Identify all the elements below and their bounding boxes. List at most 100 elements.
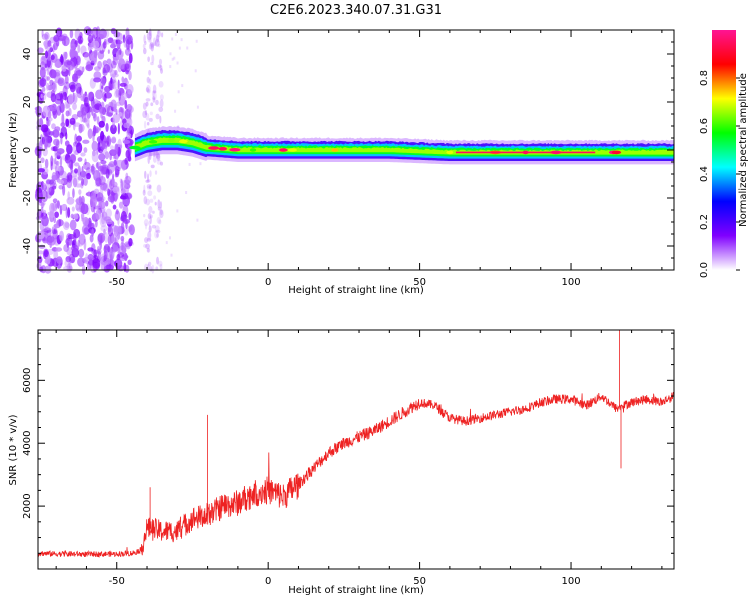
spectrogram-blob bbox=[118, 201, 124, 209]
spectrogram-blob bbox=[145, 101, 149, 107]
spectrogram-blob bbox=[105, 208, 112, 218]
spectrogram-blob bbox=[176, 209, 179, 213]
spectrogram-blob bbox=[130, 40, 134, 50]
spectrogram-blob bbox=[79, 170, 87, 178]
spectrogram-blob bbox=[55, 140, 60, 149]
colorbar-tick-label: 0.8 bbox=[699, 70, 710, 86]
spectrogram-blob bbox=[57, 77, 65, 87]
spectrogram-peak bbox=[287, 148, 297, 152]
spectrogram-blob bbox=[128, 52, 133, 64]
spectrogram-blob bbox=[83, 147, 88, 153]
spectrogram-blob bbox=[159, 94, 164, 101]
spectrogram-blob bbox=[67, 191, 70, 201]
spectrogram-blob bbox=[93, 188, 100, 195]
spectrogram-blob bbox=[61, 203, 68, 212]
spectrogram-blob bbox=[98, 120, 105, 128]
spectrogram-blob bbox=[42, 226, 49, 232]
spectrogram-y-label: Frequency (Hz) bbox=[8, 112, 19, 188]
spectrogram-blob bbox=[158, 219, 162, 225]
spectrogram-blob bbox=[152, 96, 156, 100]
spectrogram-blob bbox=[120, 179, 124, 191]
spectrogram-blob bbox=[158, 58, 163, 66]
spectrogram-blob bbox=[107, 225, 114, 237]
spectrogram-blob bbox=[152, 84, 157, 93]
spectrogram-blob bbox=[96, 116, 100, 125]
spectrogram-blob bbox=[69, 29, 74, 39]
spectrogram-blob bbox=[145, 87, 150, 93]
spectrogram-blob bbox=[115, 225, 122, 236]
spectrogram-blob bbox=[96, 162, 99, 168]
spectrogram-blob bbox=[149, 198, 154, 203]
spectrogram-ridge-band bbox=[134, 137, 674, 155]
spectrogram-blob bbox=[128, 224, 135, 236]
spectrogram-blob bbox=[69, 219, 77, 231]
spectrogram-blob bbox=[71, 206, 75, 212]
spectrogram-blob bbox=[147, 76, 150, 84]
spectrogram-blob bbox=[156, 184, 162, 193]
spectrogram-blob bbox=[82, 216, 89, 227]
spectrogram-blob bbox=[142, 43, 146, 49]
spectrogram-blob bbox=[52, 44, 55, 53]
spectrogram-blob bbox=[118, 58, 126, 70]
spectrogram-blob bbox=[53, 249, 59, 261]
x-tick-label: -50 bbox=[109, 277, 125, 288]
spectrogram-blob bbox=[72, 73, 79, 83]
spectrogram-blob bbox=[78, 233, 86, 245]
spectrogram-peak bbox=[129, 145, 141, 150]
spectrogram-blob bbox=[151, 224, 157, 229]
spectrogram-blob bbox=[122, 204, 129, 217]
spectrogram-blob bbox=[43, 209, 47, 216]
spectrogram-blob bbox=[54, 211, 59, 218]
spectrogram-blob bbox=[100, 182, 108, 191]
spectrogram-blob bbox=[143, 120, 147, 129]
spectrogram-blob bbox=[149, 111, 153, 116]
spectrogram-blob bbox=[53, 223, 61, 229]
spectrogram-blob bbox=[124, 264, 130, 273]
spectrogram-blob bbox=[185, 191, 188, 195]
spectrogram-blob bbox=[158, 206, 161, 212]
spectrogram-blob bbox=[177, 90, 180, 94]
spectrogram-blob bbox=[195, 39, 198, 43]
spectrogram-blob bbox=[62, 91, 68, 101]
spectrogram-blob bbox=[54, 60, 62, 69]
spectrogram-blob bbox=[124, 48, 131, 56]
spectrogram-blob bbox=[122, 34, 126, 44]
spectrogram-blob bbox=[49, 79, 54, 86]
spectrogram-peak bbox=[218, 147, 227, 151]
spectrogram-blob bbox=[81, 166, 84, 175]
spectrogram-blob bbox=[91, 151, 99, 163]
spectrogram-blob bbox=[41, 136, 46, 145]
spectrogram-blob bbox=[123, 179, 128, 189]
spectrogram-blob bbox=[178, 46, 181, 50]
spectrogram-blob bbox=[103, 64, 111, 73]
spectrogram-blob bbox=[148, 43, 153, 50]
spectrogram-blob bbox=[142, 102, 147, 110]
spectrogram-blob bbox=[124, 228, 129, 236]
spectrogram-blob bbox=[76, 135, 82, 142]
spectrogram-blob bbox=[119, 82, 127, 87]
spectrogram-peak bbox=[446, 150, 454, 155]
spectrogram-blob bbox=[58, 218, 62, 227]
spectrogram-blob bbox=[65, 118, 70, 127]
spectrogram-blob bbox=[147, 261, 152, 267]
spectrogram-blob bbox=[47, 110, 52, 119]
spectrogram-blob bbox=[87, 190, 91, 197]
spectrogram-blob bbox=[85, 252, 89, 263]
spectrogram-blob bbox=[109, 248, 115, 260]
spectrogram-blob bbox=[47, 186, 50, 199]
spectrogram-blob bbox=[67, 60, 75, 71]
colorbar-label: Normalized spectral amplitude bbox=[738, 73, 749, 227]
spectrogram-blob bbox=[90, 60, 95, 66]
spectrogram-blob bbox=[74, 40, 78, 48]
spectrogram-blob bbox=[58, 35, 67, 42]
x-tick-label: 50 bbox=[413, 576, 426, 587]
spectrogram-blob bbox=[91, 108, 94, 116]
spectrogram-blob bbox=[98, 176, 106, 186]
spectrogram-blob bbox=[143, 213, 146, 218]
spectrogram-blob bbox=[56, 105, 62, 116]
spectrogram-blob bbox=[66, 144, 73, 155]
spectrogram-blob bbox=[64, 101, 69, 110]
spectrogram-blob bbox=[78, 189, 82, 195]
spectrogram-blob bbox=[156, 217, 161, 224]
spectrogram-blob bbox=[53, 42, 58, 51]
